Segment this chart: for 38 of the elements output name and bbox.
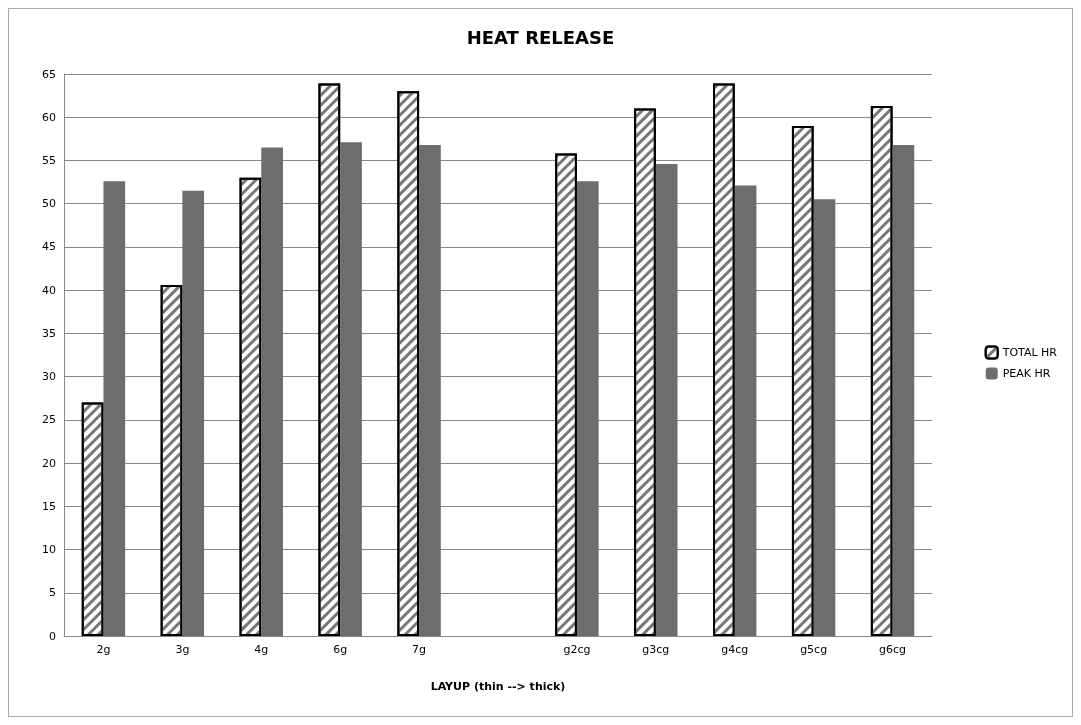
y-tick-label: 10 bbox=[42, 543, 56, 557]
y-tick-label: 50 bbox=[42, 197, 56, 211]
x-tick-label: g4cg bbox=[721, 643, 749, 656]
y-tick-label: 55 bbox=[42, 153, 56, 167]
bar bbox=[261, 147, 283, 636]
x-tick-label: 6g bbox=[333, 643, 348, 656]
y-tick-label: 15 bbox=[42, 499, 56, 513]
y-tick-label: 5 bbox=[49, 586, 56, 600]
bar bbox=[813, 199, 836, 636]
bar bbox=[655, 163, 678, 636]
x-tick-label: 2g bbox=[96, 643, 111, 656]
chart-title: HEAT RELEASE bbox=[466, 26, 615, 48]
x-tick-label: 7g bbox=[412, 643, 427, 656]
x-axis-title: LAYUP (thin --> thick) bbox=[430, 680, 566, 693]
bar bbox=[734, 185, 757, 636]
y-tick-label: 60 bbox=[42, 110, 56, 124]
y-tick-label: 25 bbox=[42, 413, 56, 427]
y-tick-label: 35 bbox=[42, 326, 56, 340]
x-tick-label: g6cg bbox=[879, 643, 907, 656]
legend-label: TOTAL HR bbox=[1001, 346, 1058, 359]
x-tick-label: 3g bbox=[175, 643, 190, 656]
bar bbox=[892, 144, 915, 636]
x-tick-label: g3cg bbox=[642, 643, 670, 656]
y-tick-label: 20 bbox=[42, 456, 56, 470]
legend-label: PEAK HR bbox=[1002, 367, 1051, 380]
bar bbox=[340, 142, 362, 636]
x-tick-label: g5cg bbox=[800, 643, 828, 656]
bar bbox=[419, 144, 441, 636]
bar bbox=[576, 181, 599, 636]
y-tick-label: 30 bbox=[42, 370, 56, 384]
y-tick-label: 45 bbox=[42, 240, 56, 254]
x-tick-label: g2cg bbox=[563, 643, 591, 656]
x-tick-label: 4g bbox=[254, 643, 269, 656]
y-tick-label: 40 bbox=[42, 283, 56, 297]
bar bbox=[182, 190, 205, 636]
bar bbox=[103, 181, 126, 636]
y-tick-label: 65 bbox=[42, 67, 56, 81]
y-tick-label: 0 bbox=[49, 629, 56, 643]
